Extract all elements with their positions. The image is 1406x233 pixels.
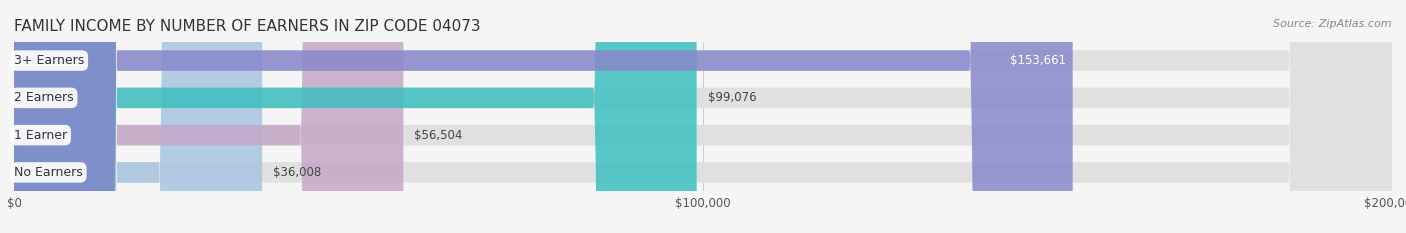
FancyBboxPatch shape: [14, 0, 404, 233]
FancyBboxPatch shape: [14, 0, 1392, 233]
FancyBboxPatch shape: [14, 0, 262, 233]
Text: Source: ZipAtlas.com: Source: ZipAtlas.com: [1274, 19, 1392, 29]
FancyBboxPatch shape: [14, 0, 1392, 233]
Text: FAMILY INCOME BY NUMBER OF EARNERS IN ZIP CODE 04073: FAMILY INCOME BY NUMBER OF EARNERS IN ZI…: [14, 19, 481, 34]
Text: $56,504: $56,504: [415, 129, 463, 142]
FancyBboxPatch shape: [14, 0, 696, 233]
Text: 3+ Earners: 3+ Earners: [14, 54, 84, 67]
FancyBboxPatch shape: [14, 0, 1392, 233]
Text: $153,661: $153,661: [1010, 54, 1066, 67]
FancyBboxPatch shape: [14, 0, 1073, 233]
Text: $99,076: $99,076: [707, 91, 756, 104]
FancyBboxPatch shape: [14, 0, 1392, 233]
Text: 2 Earners: 2 Earners: [14, 91, 73, 104]
Text: $36,008: $36,008: [273, 166, 322, 179]
Text: No Earners: No Earners: [14, 166, 83, 179]
Text: 1 Earner: 1 Earner: [14, 129, 67, 142]
